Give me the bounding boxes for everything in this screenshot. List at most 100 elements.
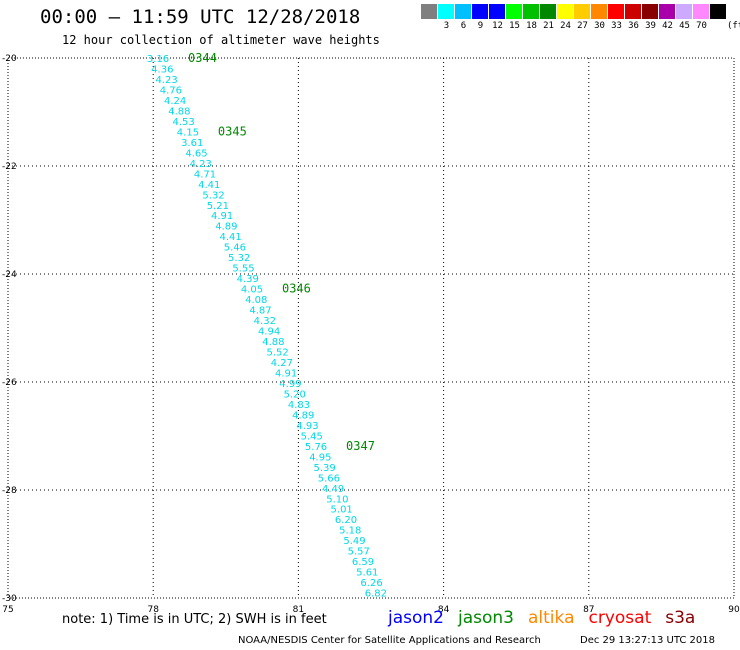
legend-label: 24 xyxy=(560,21,571,31)
color-legend-labels: 3 6 9 12 15 18 21 24 27 30 33 36 39 42 45 70 xyxy=(421,21,727,31)
x-tick-label: 84 xyxy=(438,605,450,615)
swh-value-label: 4.71 xyxy=(194,169,216,180)
legend-swatch xyxy=(642,4,659,19)
legend-label: 70 xyxy=(696,21,707,31)
swh-value-label: 4.95 xyxy=(309,452,331,463)
legend-swatch xyxy=(693,4,710,19)
swh-value-label: 5.52 xyxy=(266,348,288,359)
swh-value-label: 4.65 xyxy=(185,148,207,159)
legend-label: 30 xyxy=(594,21,605,31)
swh-value-label: 4.23 xyxy=(190,159,212,170)
swh-value-label: 5.55 xyxy=(232,264,254,275)
swh-value-label: 4.87 xyxy=(249,306,271,317)
swh-value-label: 4.49 xyxy=(322,484,344,495)
legend-swatch xyxy=(506,4,523,19)
time-label: 0347 xyxy=(346,439,375,453)
swh-value-label: 3.61 xyxy=(181,138,203,149)
legend-swatch xyxy=(421,4,438,19)
legend-label: 9 xyxy=(477,21,484,31)
legend-swatch xyxy=(676,4,693,19)
satellite-label: cryosat xyxy=(588,608,652,628)
satellite-label: jason3 xyxy=(458,608,514,628)
legend-swatch xyxy=(608,4,625,19)
swh-value-label: 5.76 xyxy=(305,442,327,453)
swh-value-label: 4.41 xyxy=(220,232,242,243)
swh-value-label: 6.59 xyxy=(352,557,374,568)
x-tick-label: 81 xyxy=(293,605,304,615)
swh-value-label: 5.20 xyxy=(284,389,306,400)
swh-value-label: 5.45 xyxy=(301,431,323,442)
swh-value-label: 4.83 xyxy=(288,400,310,411)
legend-swatch xyxy=(659,4,676,19)
swh-value-label: 4.89 xyxy=(215,222,237,233)
legend-label: 12 xyxy=(492,21,503,31)
swh-value-label: 4.93 xyxy=(296,421,318,432)
legend-swatch xyxy=(574,4,591,19)
legend-swatch xyxy=(472,4,489,19)
swh-value-label: 4.91 xyxy=(211,211,233,222)
swh-value-label: 4.53 xyxy=(173,117,195,128)
legend-swatch xyxy=(438,4,455,19)
swh-value-label: 4.99 xyxy=(279,379,301,390)
legend-label: 39 xyxy=(645,21,656,31)
legend-label: 36 xyxy=(628,21,639,31)
swh-value-label: 4.32 xyxy=(254,316,276,327)
swh-value-label: 5.61 xyxy=(356,568,378,579)
swh-value-label: 5.18 xyxy=(339,526,361,537)
legend-swatch xyxy=(489,4,506,19)
legend-label: 42 xyxy=(662,21,673,31)
x-tick-label: 87 xyxy=(583,605,594,615)
swh-value-label: 4.88 xyxy=(168,106,190,117)
swh-value-label: 3.16 xyxy=(147,54,169,65)
swh-value-label: 6.82 xyxy=(365,589,387,600)
swh-value-label: 5.32 xyxy=(202,190,224,201)
satellite-label: altika xyxy=(528,608,575,628)
y-tick-label: -26 xyxy=(2,378,17,388)
swh-value-label: 5.57 xyxy=(348,547,370,558)
time-label: 0345 xyxy=(218,124,247,138)
swh-value-label: 6.20 xyxy=(335,515,357,526)
y-tick-label: -24 xyxy=(2,270,17,280)
page-subtitle: 12 hour collection of altimeter wave hei… xyxy=(62,33,380,47)
legend-swatch xyxy=(523,4,540,19)
swh-value-label: 4.76 xyxy=(160,85,182,96)
y-tick-label: -30 xyxy=(2,594,17,604)
swh-value-label: 5.01 xyxy=(331,505,353,516)
swh-value-label: 6.26 xyxy=(360,578,382,589)
legend-swatch xyxy=(455,4,472,19)
swh-value-label: 5.32 xyxy=(228,253,250,264)
legend-swatch xyxy=(591,4,608,19)
legend-unit: (ft) xyxy=(727,21,740,31)
swh-value-label: 4.94 xyxy=(258,327,280,338)
legend-label: 3 xyxy=(443,21,450,31)
credit-text: NOAA/NESDIS Center for Satellite Applica… xyxy=(238,635,541,646)
legend-swatch xyxy=(625,4,642,19)
swh-value-label: 4.91 xyxy=(275,368,297,379)
legend-label: 15 xyxy=(509,21,520,31)
swh-value-label: 5.10 xyxy=(326,494,348,505)
color-legend xyxy=(421,4,727,19)
x-tick-label: 90 xyxy=(728,605,740,615)
legend-label: 27 xyxy=(577,21,588,31)
swh-value-label: 4.15 xyxy=(177,127,199,138)
swh-value-label: 5.21 xyxy=(207,201,229,212)
legend-swatch xyxy=(540,4,557,19)
legend-label: 33 xyxy=(611,21,622,31)
y-tick-label: -20 xyxy=(2,54,17,64)
legend-label: 18 xyxy=(526,21,537,31)
legend-label: 21 xyxy=(543,21,554,31)
swh-value-label: 4.05 xyxy=(241,285,263,296)
legend-label: 6 xyxy=(460,21,467,31)
swh-value-label: 5.66 xyxy=(318,473,340,484)
x-tick-label: 75 xyxy=(2,605,13,615)
swh-value-label: 4.23 xyxy=(155,75,177,86)
swh-value-label: 4.27 xyxy=(271,358,293,369)
satellite-label: jason2 xyxy=(388,608,444,628)
satellite-legend: jason2 jason3 altika cryosat s3a xyxy=(388,608,709,628)
y-tick-label: -28 xyxy=(2,486,17,496)
plot-frame xyxy=(7,57,735,599)
swh-value-label: 4.41 xyxy=(198,180,220,191)
swh-value-label: 4.36 xyxy=(151,64,173,75)
swh-value-label: 5.39 xyxy=(313,463,335,474)
